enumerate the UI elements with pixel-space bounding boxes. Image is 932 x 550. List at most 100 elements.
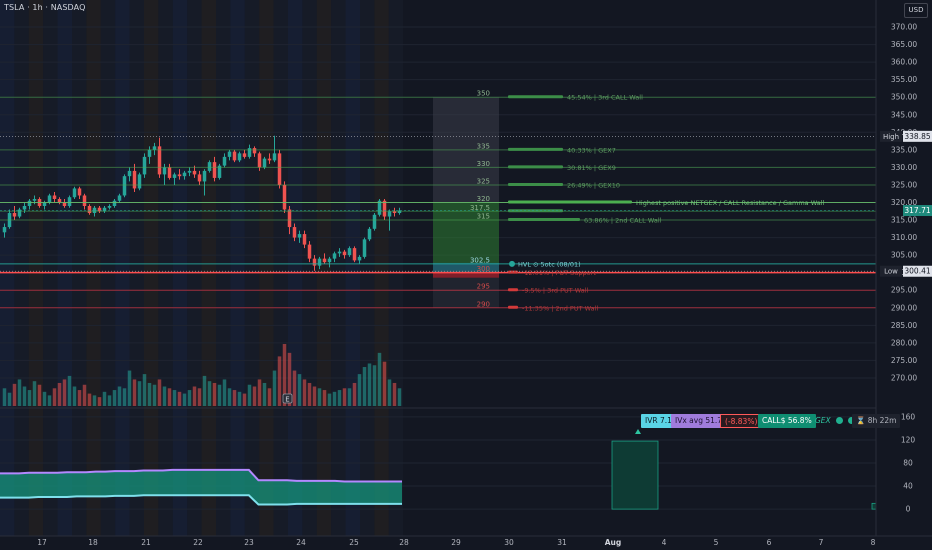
volume-bar (317, 388, 322, 406)
session-band (28, 0, 44, 536)
session-band (187, 0, 202, 536)
session-band (216, 0, 231, 536)
candle (142, 156, 147, 175)
volume-bar (172, 390, 177, 406)
strike-label: 320 (477, 195, 490, 203)
session-band (57, 0, 72, 536)
volume-bar (307, 382, 312, 406)
price-tick-label: 365.00 (891, 40, 917, 49)
ivr-badge: IVR 7.1 (641, 414, 676, 428)
timer-badge: ⌛ 8h 22m (852, 414, 901, 428)
candle (392, 211, 397, 214)
candle (372, 214, 377, 229)
price-tick-label: 285.00 (891, 321, 917, 330)
candle (322, 258, 327, 263)
volume-bar (347, 388, 352, 406)
volume-bar (352, 382, 357, 406)
candle (17, 209, 22, 217)
candle (362, 239, 367, 257)
candle (167, 167, 172, 178)
volume-bar (17, 379, 22, 406)
time-tick-label: 8 (871, 538, 876, 547)
candle (222, 156, 227, 166)
candle (352, 248, 357, 261)
candle (127, 170, 132, 177)
level-label: 26.49% | GEX10 (567, 181, 620, 189)
volume-bar (97, 397, 102, 406)
pane-tick-label: 160 (901, 412, 916, 421)
volume-bar (392, 382, 397, 406)
gex-dot-icon (836, 417, 844, 424)
time-tick-label: 5 (714, 538, 719, 547)
high-tag: High 338.85 (880, 130, 932, 142)
gex-bar (508, 209, 563, 213)
session-band (288, 0, 303, 536)
session-band (129, 0, 144, 536)
volume-bar (242, 393, 247, 406)
candle (197, 174, 202, 182)
strike-label: 325 (477, 177, 490, 185)
candle (367, 228, 372, 240)
level-label: 63.86% | 2nd CALL Wall (584, 217, 662, 225)
volume-bar (332, 391, 337, 406)
session-band (43, 0, 58, 536)
candle (42, 202, 47, 206)
candle (342, 251, 347, 256)
gex-badge: GEX (811, 414, 859, 428)
level-label: HVL ⊙ 5otc (08/01) (518, 260, 581, 268)
time-tick-label: 29 (451, 538, 461, 547)
session-band (259, 0, 274, 536)
ivx-line (0, 468, 402, 483)
pane-tick-label: 40 (903, 482, 913, 491)
volume-bar (202, 375, 207, 406)
candle (22, 206, 27, 210)
candle (177, 174, 182, 177)
price-tick-label: 325.00 (891, 180, 917, 189)
volume-bar (22, 386, 27, 406)
volume-bar (217, 384, 222, 406)
volume-bar (32, 381, 37, 406)
price-tick-label: 305.00 (891, 251, 917, 260)
candle (72, 188, 77, 198)
last-price-tag-value-bg (903, 205, 932, 217)
symbol-title: TSLA · 1h · NASDAQ (4, 3, 86, 12)
pane-tick-label: 80 (903, 459, 913, 468)
put-support-zone (433, 272, 499, 278)
candle (92, 207, 97, 214)
low-tag-label: Low (884, 268, 898, 276)
candle (12, 213, 17, 217)
currency-button[interactable]: USD (904, 3, 928, 18)
low-tag-value-bg (903, 265, 932, 277)
price-tick-label: 360.00 (891, 58, 917, 67)
candle (32, 198, 37, 201)
volume-bar (342, 388, 347, 406)
gex-bar (508, 182, 563, 186)
volume-bar (387, 379, 392, 406)
session-band (144, 0, 159, 536)
price-tick-label: 370.00 (891, 23, 917, 32)
price-tick-label: 345.00 (891, 110, 917, 119)
last-price-tag: 317.71 (903, 205, 932, 217)
high-tag-label-bg (880, 130, 902, 142)
candle (247, 148, 252, 157)
time-tick-label: 22 (193, 538, 203, 547)
volume-bar (182, 393, 187, 406)
candle (227, 151, 232, 157)
volume-bar (162, 386, 167, 406)
price-tick-label: 330.00 (891, 163, 917, 172)
iv-line (0, 494, 402, 506)
candle (157, 146, 162, 175)
volume-bar (377, 352, 382, 406)
candle (122, 176, 127, 196)
volume-bar (102, 391, 107, 406)
candle (2, 227, 7, 233)
price-tick-label: 315.00 (891, 216, 917, 225)
volume-bar (397, 388, 402, 406)
volume-bar (272, 370, 277, 406)
session-band (86, 0, 101, 536)
candle (172, 174, 177, 178)
candle (382, 200, 387, 217)
gex-bar (508, 288, 518, 292)
positive-gex-zone (433, 202, 499, 264)
